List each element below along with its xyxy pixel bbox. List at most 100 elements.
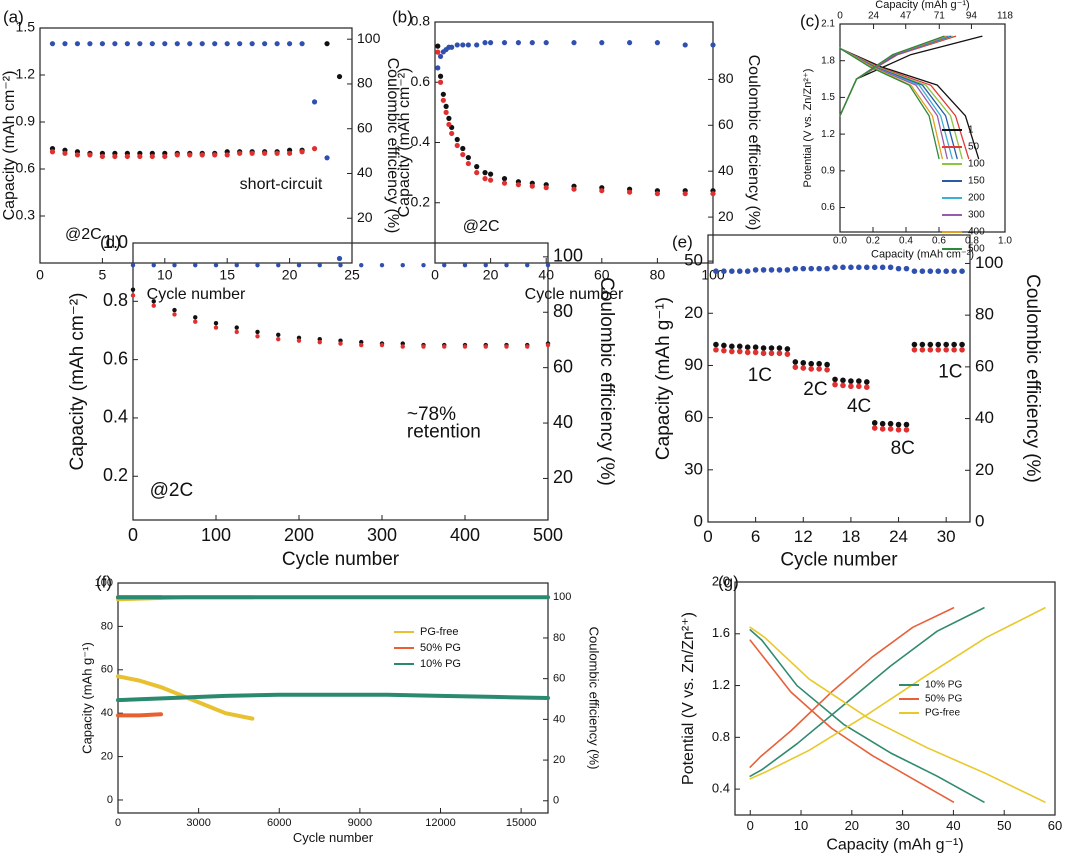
data-point: [460, 42, 466, 48]
data-point: [710, 191, 716, 197]
data-line: [749, 607, 985, 803]
y-tick-label: 0.8: [103, 290, 128, 310]
y-tick-label: 0.9: [16, 113, 36, 129]
data-point: [299, 149, 305, 155]
data-point: [442, 344, 447, 349]
x-tick-label: 20: [282, 266, 298, 282]
data-point: [449, 44, 455, 50]
data-point: [149, 153, 155, 160]
x-tick-label: 0.2: [866, 236, 880, 247]
data-point: [262, 41, 268, 47]
data-point: [529, 40, 535, 46]
x2-tick-label: 0: [837, 11, 843, 22]
data-point: [744, 349, 751, 356]
data-point: [87, 152, 93, 158]
legend-label: 300: [968, 210, 985, 221]
y2-tick-label: 80: [553, 632, 565, 644]
legend-label: 50% PG: [420, 642, 461, 654]
data-point: [255, 334, 260, 339]
data-point: [324, 41, 330, 47]
annotation: 8C: [891, 438, 915, 459]
x-tick-label: 40: [946, 818, 960, 833]
data-point: [443, 103, 449, 109]
data-point: [49, 41, 56, 47]
data-point: [193, 262, 198, 268]
plot-frame: [839, 23, 1006, 233]
data-point: [800, 360, 807, 366]
y2-tick-label: 40: [718, 162, 734, 178]
data-point: [501, 40, 508, 46]
data-point: [943, 347, 949, 353]
data-point: [682, 191, 688, 197]
y-axis-label: Capacity (mAh g⁻¹): [653, 297, 674, 460]
data-point: [124, 153, 130, 160]
y-tick-label: 0.8: [411, 13, 431, 29]
x-tick-label: 40: [538, 266, 554, 282]
data-point: [137, 41, 143, 47]
legend-label: 50: [968, 142, 980, 153]
y2-tick-label: 60: [553, 673, 565, 685]
y2-tick-label: 20: [553, 467, 573, 487]
data-point: [887, 264, 894, 271]
data-point: [262, 150, 268, 156]
data-point: [435, 65, 441, 71]
y-tick-label: 1.2: [821, 129, 835, 140]
y2-tick-label: 20: [718, 208, 734, 224]
x-tick-label: 60: [594, 266, 610, 282]
data-point: [296, 338, 302, 343]
y2-tick-label: 40: [357, 164, 373, 180]
data-point: [435, 43, 441, 49]
data-point: [311, 99, 318, 105]
data-point: [488, 171, 494, 177]
data-point: [784, 346, 791, 352]
panel-label: (b): [392, 7, 413, 26]
data-point: [213, 325, 219, 330]
x-tick-label: 80: [650, 266, 666, 282]
data-point: [465, 42, 471, 48]
data-point: [482, 170, 488, 176]
data-point: [710, 42, 716, 48]
y-tick-label: 50: [684, 251, 703, 270]
y2-axis-label: Coulombic efficiency (%): [587, 627, 602, 770]
data-point: [87, 41, 93, 47]
data-point: [440, 91, 446, 97]
data-point: [443, 109, 449, 115]
annotation: @2C: [150, 480, 194, 501]
data-point: [234, 329, 239, 335]
data-point: [488, 177, 494, 183]
data-point: [99, 41, 105, 47]
legend-label: 200: [968, 193, 985, 204]
data-point: [62, 41, 68, 47]
y2-tick-label: 20: [553, 754, 565, 766]
data-point: [935, 268, 942, 274]
data-point: [744, 344, 751, 350]
data-point: [234, 325, 239, 330]
data-point: [784, 351, 791, 357]
data-point: [768, 267, 775, 273]
y2-tick-label: 100: [553, 591, 571, 603]
legend-label: PG-free: [925, 708, 960, 719]
y-tick-label: 0.2: [411, 193, 431, 209]
x-tick-label: 0: [115, 817, 121, 829]
y2-tick-label: 80: [975, 305, 994, 324]
data-point: [752, 349, 759, 356]
data-point: [713, 268, 719, 274]
data-point: [919, 347, 926, 353]
y-axis-label: Potential (V vs. Zn/Zn²⁺): [802, 69, 814, 188]
data-point: [792, 265, 799, 272]
data-point: [627, 40, 633, 46]
data-point: [276, 337, 281, 342]
data-point: [435, 49, 441, 55]
data-point: [879, 426, 886, 432]
data-point: [816, 366, 822, 372]
data-point: [848, 264, 854, 271]
data-point: [224, 41, 230, 47]
data-point: [501, 176, 508, 182]
plot-frame: [132, 242, 549, 521]
data-point: [951, 341, 957, 348]
data-point: [927, 347, 934, 353]
data-point: [446, 115, 452, 121]
data-point: [871, 264, 878, 271]
data-point: [359, 342, 364, 348]
